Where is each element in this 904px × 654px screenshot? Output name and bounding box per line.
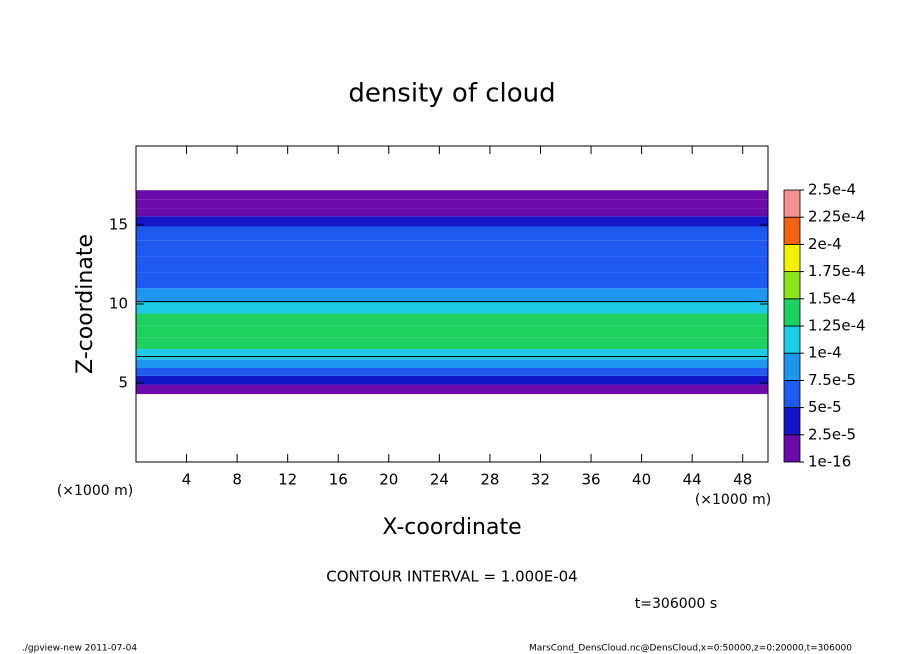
colorbar-swatch [783,352,801,381]
time-label: t=306000 s [635,596,717,612]
density-band [136,208,768,217]
density-band [136,216,768,227]
colorbar-label: 1e-4 [808,344,842,362]
colorbar-label: 2e-4 [808,235,842,253]
density-band [136,349,768,360]
x-tick-label: 12 [278,471,297,489]
colorbar-label: 1.5e-4 [808,289,856,307]
y-tick-label: 10 [109,295,128,313]
colorbar-swatch [783,243,801,272]
x-tick-label: 48 [733,471,752,489]
x-tick-label: 16 [329,471,348,489]
density-band [136,288,768,302]
y-tick-label: 15 [109,216,128,234]
density-band [136,359,768,368]
colorbar-swatch [783,407,801,436]
density-band [136,240,768,257]
density-band [136,313,768,326]
contour-interval: CONTOUR INTERVAL = 1.000E-04 [326,568,577,586]
x-tick-label: 20 [379,471,398,489]
footer-left: ./gpview-new 2011-07-04 [22,644,137,654]
colorbar-label: 2.25e-4 [808,208,866,226]
x-tick-label: 8 [232,471,242,489]
x-axis-label: X-coordinate [382,515,521,540]
y-tick-label: 5 [118,374,128,392]
x-tick-label: 32 [531,471,550,489]
colorbar-label: 2.5e-5 [808,425,856,443]
colorbar-label: 1.25e-4 [808,317,866,335]
x-tick-label: 28 [480,471,499,489]
colorbar-swatch [783,216,801,245]
density-band [136,272,768,289]
x-tick-label: 4 [182,471,192,489]
colorbar-swatch [783,189,801,218]
colorbar-swatch [783,379,801,408]
density-band [136,256,768,273]
y-axis-label: Z-coordinate [73,234,98,374]
colorbar-label: 1e-16 [808,453,851,471]
x-tick-label: 36 [581,471,600,489]
density-band [136,367,768,376]
x-tick-label: 44 [683,471,702,489]
colorbar-swatch [783,434,801,463]
axis-unit: (×1000 m) [695,492,771,508]
density-band [136,384,768,395]
x-tick-label: 40 [632,471,651,489]
density-band [136,190,768,200]
density-band [136,199,768,209]
density-band [136,375,768,385]
density-band [136,337,768,350]
density-band [136,301,768,314]
colorbar-label: 1.75e-4 [808,262,866,280]
footer-right: MarsCond_DensCloud.nc@DensCloud,x=0:5000… [529,644,852,654]
density-band [136,325,768,338]
density-band [136,226,768,241]
colorbar-label: 7.5e-5 [808,371,856,389]
colorbar-label: 2.5e-4 [808,181,856,199]
colorbar-swatch [783,298,801,327]
chart-title: density of cloud [348,79,555,109]
axis-unit: (×1000 m) [57,483,133,499]
colorbar-label: 5e-5 [808,398,842,416]
colorbar-swatch [783,271,801,300]
colorbar-swatch [783,325,801,354]
x-tick-label: 24 [430,471,449,489]
